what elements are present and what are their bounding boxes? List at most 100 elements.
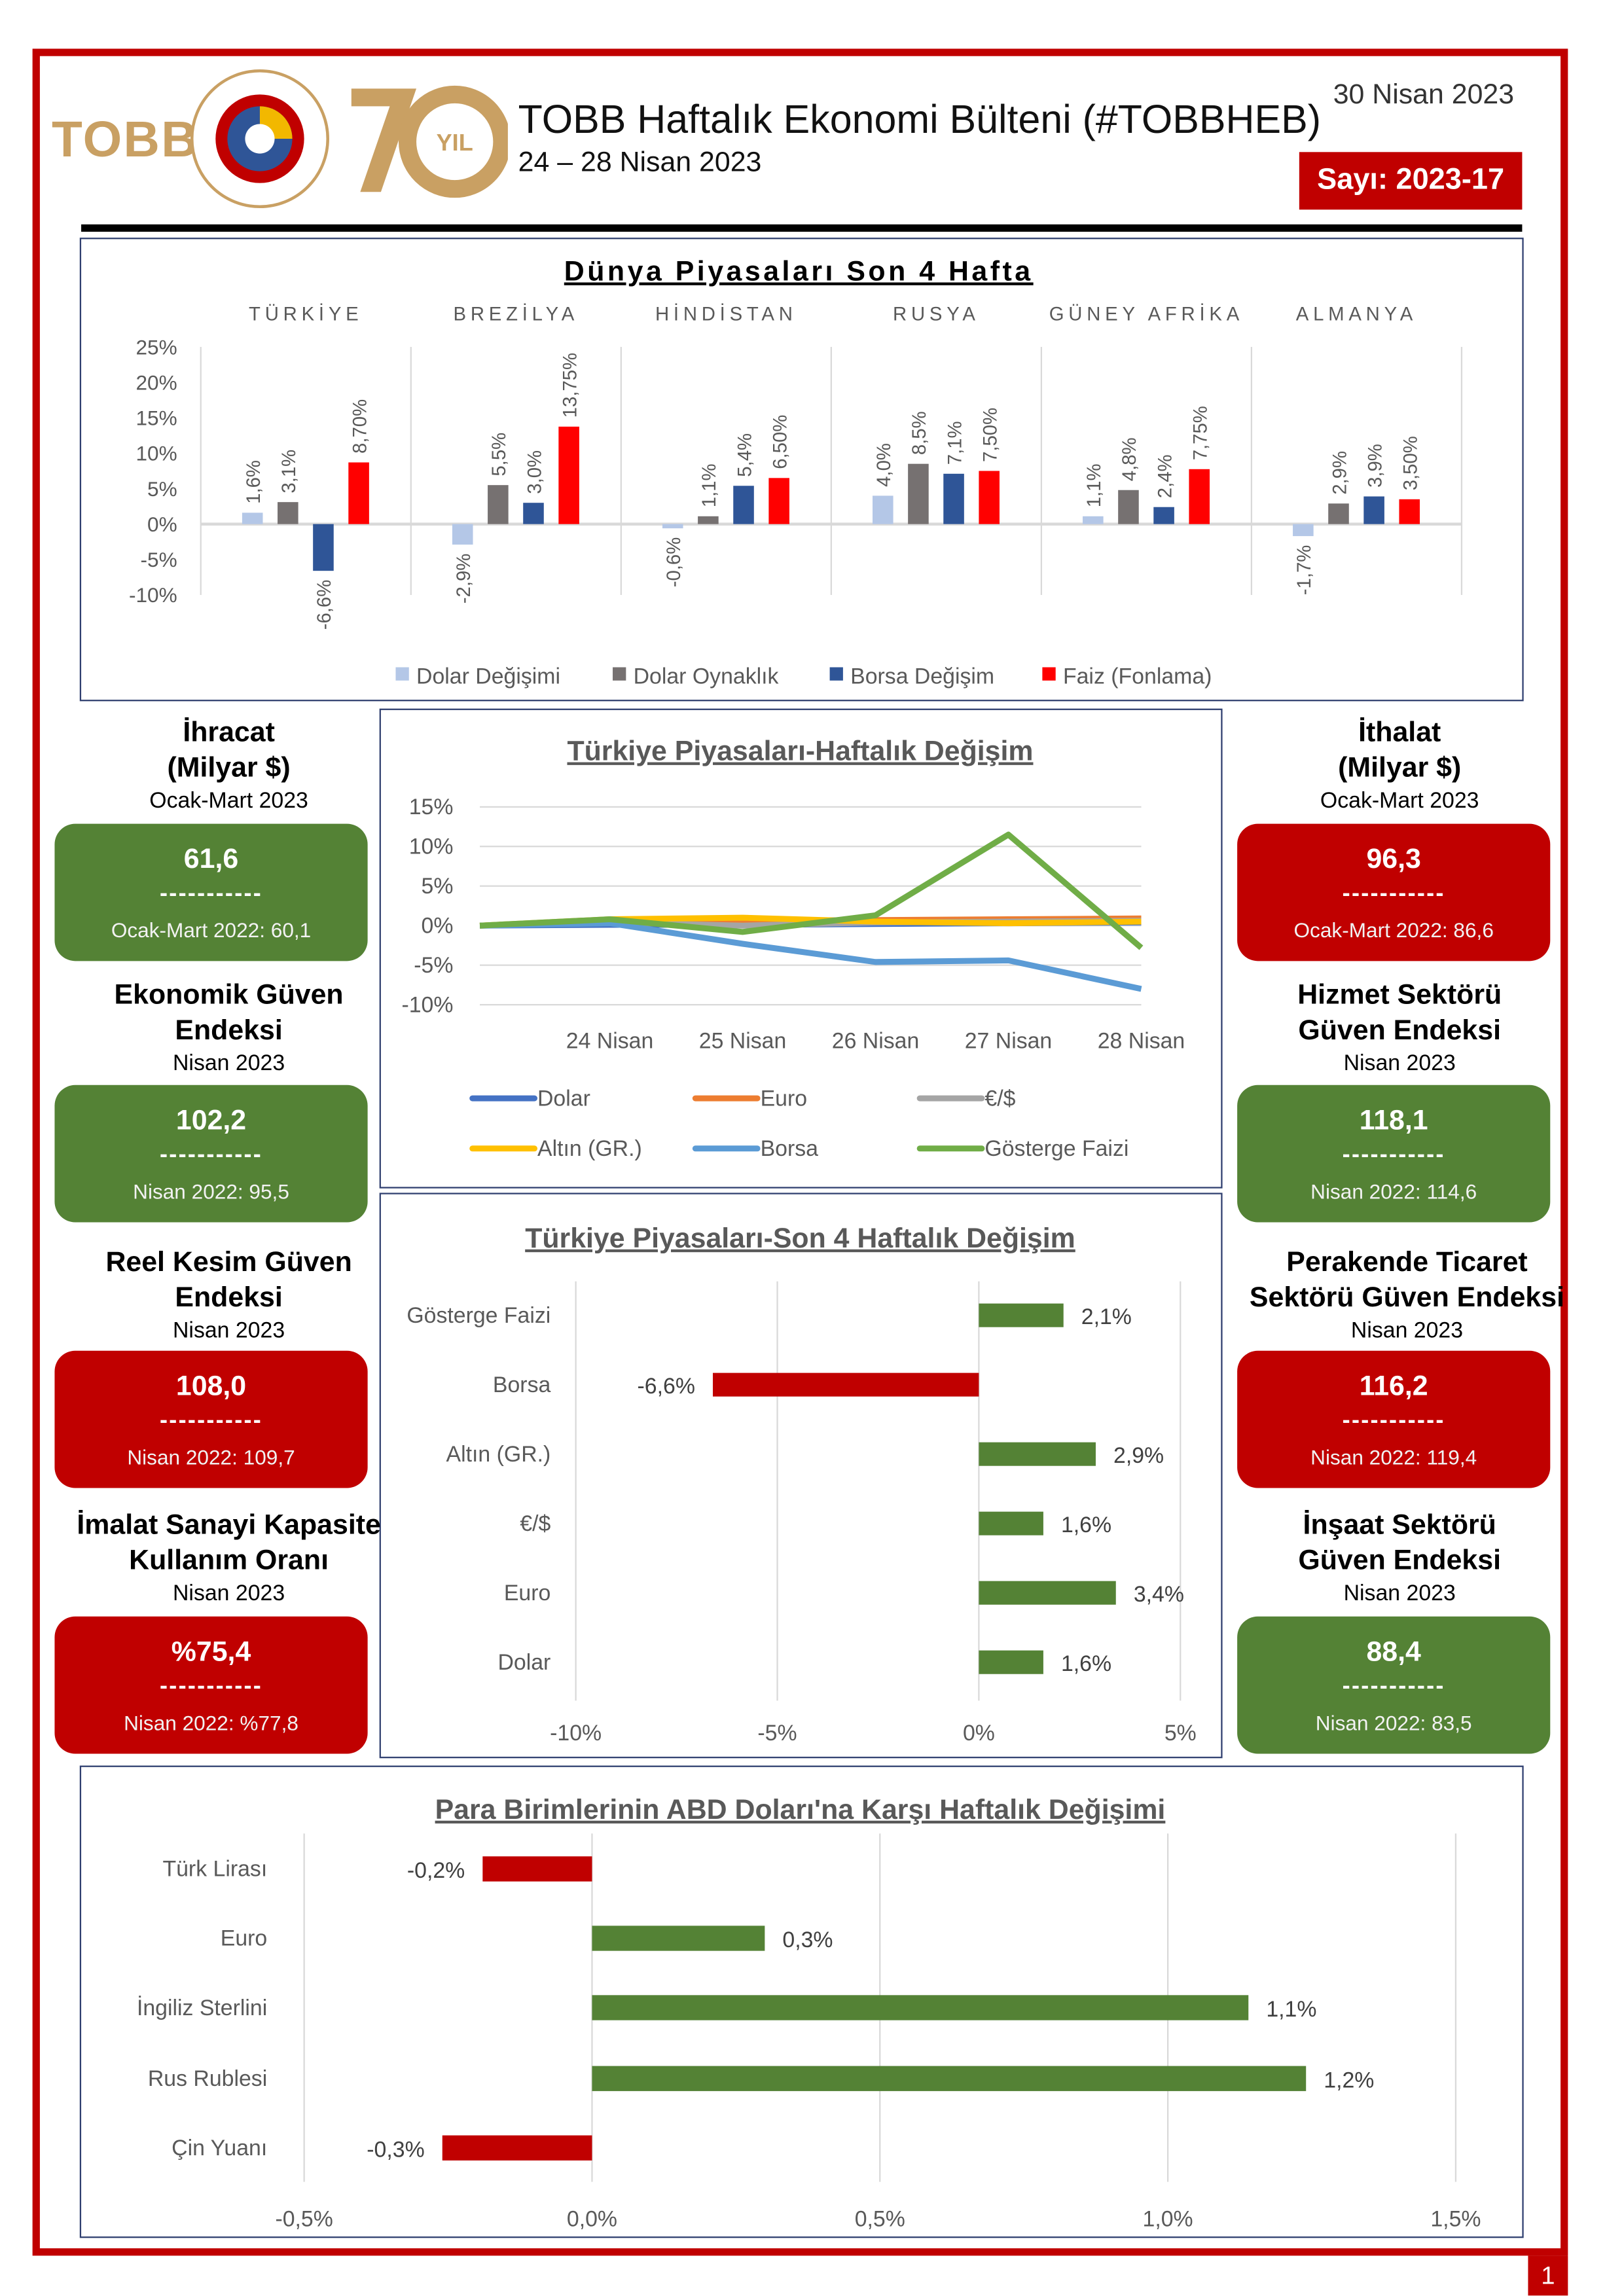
indicator-card: 116,2 ----------- Nisan 2022: 119,4 <box>1237 1350 1551 1488</box>
indicator-separator: ----------- <box>160 1408 263 1434</box>
legend-swatch <box>613 667 626 681</box>
data-label: -2,9% <box>453 554 475 604</box>
bar-borsa-de-i-im <box>733 486 754 524</box>
indicator-title-line: İnşaat Sektörü <box>1303 1510 1496 1541</box>
indicator-card: %75,4 ----------- Nisan 2022: %77,8 <box>54 1616 368 1754</box>
indicator-previous: Ocak-Mart 2022: 86,6 <box>1293 918 1494 942</box>
data-label: 2,1% <box>1081 1304 1132 1329</box>
y-tick-label: 10% <box>409 834 454 859</box>
x-tick-label: 26 Nisan <box>832 1028 920 1053</box>
data-label: 2,4% <box>1154 454 1176 498</box>
indicator-title-line: İhracat <box>183 717 275 749</box>
category-label: Euro <box>221 1926 267 1951</box>
publication-date: 30 Nisan 2023 <box>1333 79 1515 111</box>
legend-label: Borsa <box>761 1136 819 1161</box>
indicator-title-line: Endeksi <box>175 1283 283 1314</box>
indicator-previous: Nisan 2022: %77,8 <box>124 1711 298 1735</box>
y-tick-label: 25% <box>135 335 177 359</box>
x-tick-label: 0% <box>963 1721 995 1746</box>
bar-dolar-de-i-imi <box>1083 516 1104 524</box>
y-tick-label: -10% <box>129 583 177 607</box>
category-label: HİNDİSTAN <box>655 303 797 325</box>
bar <box>979 1511 1043 1535</box>
bar-borsa-de-i-im <box>943 473 964 524</box>
data-label: 0,3% <box>782 1928 833 1952</box>
y-tick-label: -5% <box>141 548 177 571</box>
bar-dolar-oynakl-k <box>908 463 929 524</box>
bar-faiz-fonlama- <box>979 471 1000 524</box>
bar-faiz-fonlama- <box>1189 469 1210 524</box>
bar-dolar-oynakl-k <box>698 516 719 524</box>
indicator-period: Ocak-Mart 2023 <box>1320 788 1479 814</box>
x-tick-label: 0,5% <box>855 2206 905 2231</box>
indicator-title-line: Ekonomik Güven <box>114 980 344 1012</box>
indicator-period: Nisan 2023 <box>172 1050 285 1077</box>
x-tick-label: 1,0% <box>1143 2206 1193 2231</box>
indicator-title-line: Kullanım Oranı <box>129 1545 329 1577</box>
bar-dolar-de-i-imi <box>452 524 473 545</box>
y-tick-label: 15% <box>135 406 177 430</box>
indicator-previous: Nisan 2022: 109,7 <box>127 1445 295 1469</box>
data-label: 4,0% <box>873 443 895 487</box>
currency-chart-box <box>79 1765 1524 2238</box>
indicator-separator: ----------- <box>160 1674 263 1700</box>
indicator-previous: Nisan 2022: 83,5 <box>1315 1711 1472 1735</box>
y-tick-label: 0% <box>147 512 177 536</box>
indicator-card: 102,2 ----------- Nisan 2022: 95,5 <box>54 1085 368 1223</box>
legend-label: Faiz (Fonlama) <box>1063 664 1212 689</box>
x-tick-label: 5% <box>1164 1721 1197 1746</box>
bar <box>592 1995 1249 2020</box>
indicator-previous: Nisan 2022: 119,4 <box>1310 1445 1477 1469</box>
indicator-value: 102,2 <box>175 1105 247 1137</box>
y-tick-label: 0% <box>422 913 454 938</box>
page-number: 1 <box>1528 2255 1568 2296</box>
category-label: TÜRKİYE <box>249 303 363 325</box>
turkey-4week-chart-box <box>379 1193 1223 1759</box>
y-tick-label: 5% <box>147 477 177 501</box>
bar-dolar-oynakl-k <box>488 485 509 524</box>
indicator-title-line: Perakende Ticaret <box>1286 1247 1528 1279</box>
bar-dolar-de-i-imi <box>662 524 683 529</box>
bar <box>979 1442 1096 1466</box>
data-label: 7,1% <box>944 421 965 465</box>
category-label: GÜNEY AFRİKA <box>1049 303 1244 325</box>
indicator-separator: ----------- <box>1342 1674 1445 1700</box>
indicator-period: Nisan 2023 <box>1343 1581 1456 1606</box>
indicator-title-line: (Milyar $) <box>1338 753 1462 784</box>
data-label: 2,9% <box>1113 1443 1164 1468</box>
legend-label: Borsa Değişim <box>850 664 994 689</box>
bar-faiz-fonlama- <box>1399 499 1420 524</box>
indicator-previous: Ocak-Mart 2022: 60,1 <box>111 918 312 942</box>
indicator-card: 108,0 ----------- Nisan 2022: 109,7 <box>54 1350 368 1488</box>
data-label: 3,50% <box>1400 436 1422 490</box>
data-label: 4,8% <box>1119 437 1140 481</box>
tobb-seal-logo <box>190 69 329 209</box>
legend-label: Dolar <box>537 1086 590 1111</box>
data-label: 1,2% <box>1324 2068 1374 2092</box>
indicator-title-line: (Milyar $) <box>167 753 291 784</box>
x-tick-label: 25 Nisan <box>699 1028 787 1053</box>
y-tick-label: -10% <box>401 992 453 1017</box>
bulletin-date-range: 24 – 28 Nisan 2023 <box>518 147 762 179</box>
indicator-period: Nisan 2023 <box>1350 1318 1464 1344</box>
y-tick-label: 5% <box>422 874 454 899</box>
indicator-title: Ekonomik Güven Endeksi Nisan 2023 <box>52 978 406 1079</box>
category-label: Rus Rublesi <box>148 2066 267 2091</box>
data-label: 5,4% <box>734 433 755 477</box>
data-label: 1,6% <box>1061 1513 1111 1537</box>
legend-label: Gösterge Faizi <box>984 1136 1128 1161</box>
legend-swatch <box>395 667 409 681</box>
indicator-title-line: Endeksi <box>175 1015 283 1047</box>
indicator-separator: ----------- <box>160 1142 263 1168</box>
category-label: ALMANYA <box>1296 303 1417 325</box>
indicator-previous: Nisan 2022: 114,6 <box>1310 1179 1477 1204</box>
indicator-value: 96,3 <box>1366 844 1421 876</box>
data-label: 6,50% <box>769 415 791 469</box>
data-label: 3,0% <box>524 450 545 494</box>
x-tick-label: 24 Nisan <box>566 1028 654 1053</box>
bar-borsa-de-i-im <box>1363 496 1384 524</box>
category-label: Euro <box>504 1581 550 1605</box>
data-label: 7,75% <box>1189 406 1211 460</box>
indicator-value: 108,0 <box>175 1371 247 1403</box>
